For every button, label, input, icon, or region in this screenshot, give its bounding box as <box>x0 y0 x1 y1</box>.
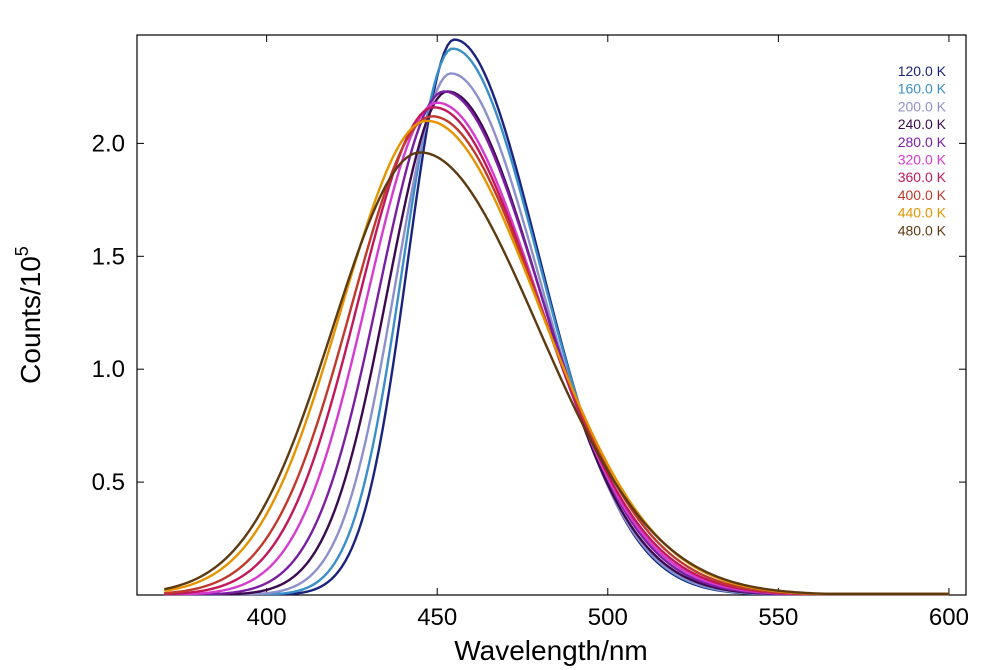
legend-entry: 400.0 K <box>898 187 947 203</box>
plot-frame <box>136 34 967 596</box>
legend-entry: 480.0 K <box>898 222 947 238</box>
legend-entry: 120.0 K <box>898 63 947 79</box>
series-line <box>164 72 949 596</box>
legend-entry: 360.0 K <box>898 169 947 185</box>
legend-entry: 320.0 K <box>898 152 947 168</box>
y-axis-label: Counts/105 <box>12 246 46 384</box>
series-group <box>164 38 949 596</box>
x-tick-label: 400 <box>247 604 287 631</box>
axis-ticks: 400 450 500 550 600 0.5 1.0 1.5 2.0 <box>92 35 969 631</box>
legend-entry: 280.0 K <box>898 134 947 150</box>
x-tick-label: 550 <box>758 604 798 631</box>
y-tick-label: 2.0 <box>92 130 125 157</box>
x-tick-label: 500 <box>588 604 628 631</box>
x-tick-label: 450 <box>417 604 457 631</box>
series-line <box>164 151 949 596</box>
legend-entry: 200.0 K <box>898 98 947 114</box>
legend-entry: 160.0 K <box>898 81 947 97</box>
legend-entry: 440.0 K <box>898 205 947 221</box>
series-line <box>164 90 949 596</box>
series-line <box>164 119 949 596</box>
y-tick-label: 1.0 <box>92 356 125 383</box>
legend-entry: 240.0 K <box>898 116 947 132</box>
y-axis-label-base: Counts/10 <box>15 256 46 384</box>
y-tick-label: 1.5 <box>92 243 125 270</box>
y-axis-label-exponent: 5 <box>12 246 32 256</box>
x-tick-label: 600 <box>929 604 969 631</box>
y-tick-label: 0.5 <box>92 469 125 496</box>
x-axis-label: Wavelength/nm <box>454 635 648 666</box>
